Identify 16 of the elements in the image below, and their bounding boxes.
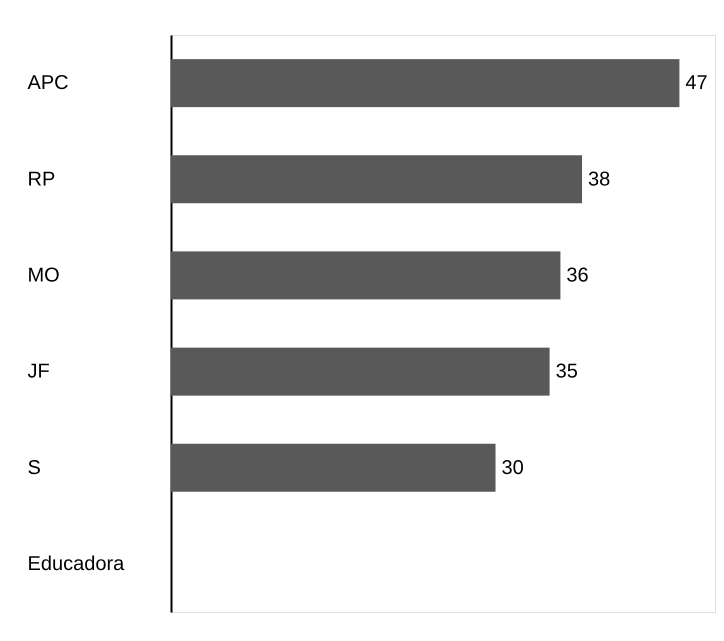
y-tick-label: RP [28, 168, 56, 190]
data-label: 35 [556, 360, 578, 383]
bar [171, 444, 496, 492]
y-tick-label: Educadora [28, 552, 126, 575]
bar [171, 155, 582, 204]
data-label: 30 [502, 456, 524, 479]
bar [171, 348, 550, 396]
data-label: 38 [588, 168, 610, 190]
data-label: 47 [685, 72, 708, 94]
y-tick-label: APC [28, 72, 69, 94]
bar [171, 251, 560, 300]
y-tick-label: S [28, 456, 41, 479]
y-tick-label: MO [28, 264, 60, 286]
y-tick-label: JF [28, 360, 50, 383]
data-label: 36 [566, 264, 589, 286]
bar [171, 59, 680, 108]
